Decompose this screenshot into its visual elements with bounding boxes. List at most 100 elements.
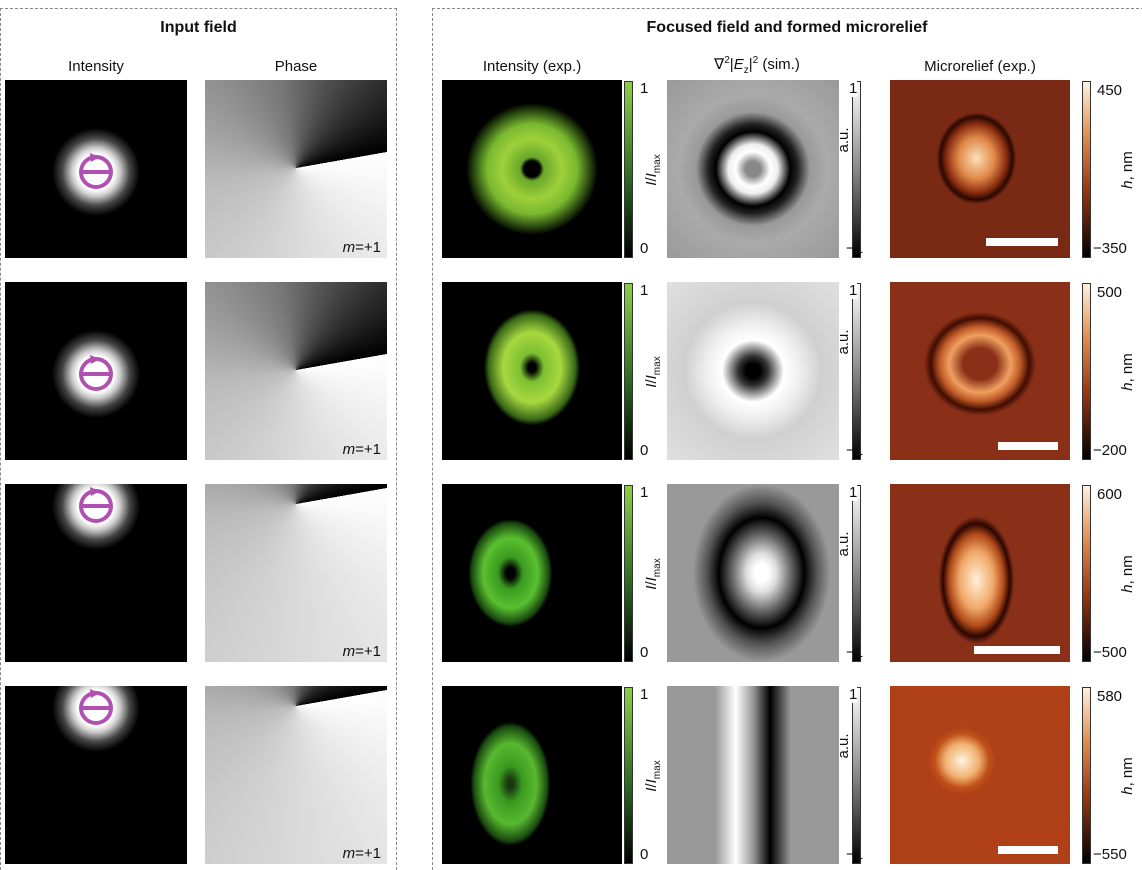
colorbar-tick: 1 [640,80,648,97]
column-header: Intensity (exp.) [442,58,622,75]
measured-intensity [442,484,622,662]
colorbar-tick: 500 [1097,284,1122,301]
colorbar-tick: −1 [846,644,863,661]
scale-bar [986,238,1058,246]
column-header: Microrelief (exp.) [890,58,1070,75]
label-part: / [643,783,660,787]
column-header: ∇2|Ez|2 (sim.) [667,55,847,76]
colorbar [624,81,633,258]
microrelief-image [890,686,1070,864]
panel-title: Input field [0,19,397,37]
colorbar-label: I/Imax [643,120,661,220]
phase-image: m=+1 [205,484,387,662]
colorbar-label: a.u. [835,90,853,190]
colorbar-tick: 0 [640,442,648,459]
colorbar-tick: 0 [640,644,648,661]
colorbar-tick: 0 [640,240,648,257]
colorbar-label: h, nm [1119,726,1137,826]
colorbar [1082,687,1091,864]
polarization-icon [74,150,118,194]
icon [74,150,118,194]
icon [74,686,118,730]
label-part: max [652,356,663,375]
intensity-image [5,282,187,460]
charge-label: m=+1 [343,643,381,660]
measured-intensity [442,282,622,460]
polarization-icon [74,352,118,396]
polarization-icon [74,686,118,730]
label-part: I [643,788,660,792]
colorbar [1082,283,1091,460]
colorbar-label: I/Imax [643,726,661,826]
charge-part: m [343,845,356,862]
label-part: I [643,779,660,783]
charge-label: m=+1 [343,239,381,256]
charge-part: =+1 [355,845,381,862]
label-part: , nm [1119,757,1136,786]
charge-part: m [343,441,356,458]
colorbar-label: I/Imax [643,322,661,422]
label-part: , nm [1119,353,1136,382]
intensity-image [5,484,187,662]
colorbar [624,283,633,460]
colorbar-label: h, nm [1119,322,1137,422]
header-part: (sim.) [758,56,800,73]
colorbar-tick: −200 [1093,442,1127,459]
intensity-image [5,80,187,258]
charge-part: =+1 [355,643,381,660]
colorbar-label: a.u. [835,696,853,796]
simulation-image [667,80,839,258]
colorbar [852,81,861,258]
colorbar-tick: −1 [846,846,863,863]
scale-bar [998,846,1058,854]
phase-image: m=+1 [205,80,387,258]
colorbar-tick: 450 [1097,82,1122,99]
microrelief-image [890,484,1070,662]
colorbar-tick: −1 [846,442,863,459]
simulation-image [667,484,839,662]
label-part: I [643,586,660,590]
column-header: Phase [205,58,387,75]
label-part: / [643,379,660,383]
charge-part: m [343,239,356,256]
colorbar-label: I/Imax [643,524,661,624]
label-part: h [1119,584,1136,592]
label-part: I [643,182,660,186]
column-header: Intensity [5,58,187,75]
colorbar [624,687,633,864]
colorbar-tick: −1 [846,240,863,257]
icon [74,484,118,528]
simulation-image [667,686,839,864]
polarization-icon [74,484,118,528]
charge-label: m=+1 [343,441,381,458]
scale-bar [998,442,1058,450]
intensity-image [5,686,187,864]
label-part: max [652,558,663,577]
colorbar-tick: −500 [1093,644,1127,661]
colorbar [852,687,861,864]
measured-intensity [442,686,622,864]
phase-image: m=+1 [205,686,387,864]
colorbar-label: h, nm [1119,524,1137,624]
icon [74,352,118,396]
colorbar-label: a.u. [835,494,853,594]
measured-intensity [442,80,622,258]
label-part: / [643,581,660,585]
label-part: I [643,375,660,379]
label-part: h [1119,180,1136,188]
charge-part: =+1 [355,441,381,458]
charge-part: m [343,643,356,660]
colorbar [624,485,633,662]
colorbar [852,283,861,460]
label-part: , nm [1119,555,1136,584]
colorbar-label: a.u. [835,292,853,392]
colorbar-tick: 1 [640,484,648,501]
label-part: / [643,177,660,181]
colorbar-tick: 1 [640,282,648,299]
colorbar-tick: 580 [1097,688,1122,705]
colorbar-label: h, nm [1119,120,1137,220]
charge-part: =+1 [355,239,381,256]
label-part: I [643,577,660,581]
header-part: E [734,56,744,73]
charge-label: m=+1 [343,845,381,862]
